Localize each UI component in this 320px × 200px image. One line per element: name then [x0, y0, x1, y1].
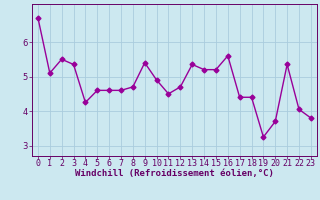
- X-axis label: Windchill (Refroidissement éolien,°C): Windchill (Refroidissement éolien,°C): [75, 169, 274, 178]
